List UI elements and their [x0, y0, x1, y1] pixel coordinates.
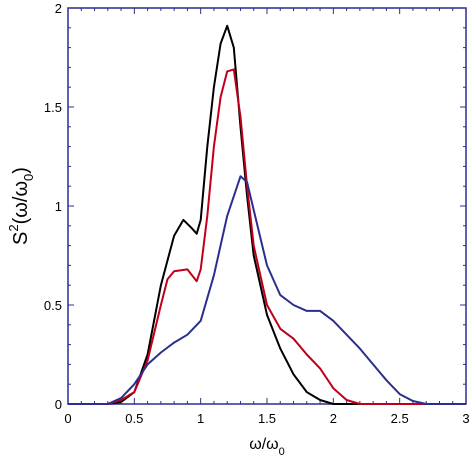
y-axis-title-base: S	[10, 232, 32, 245]
x-tick-label: 2	[330, 411, 337, 426]
series-line-3	[68, 175, 466, 405]
y-axis-title: S2(ω/ω0)	[6, 167, 36, 245]
series-line-1	[68, 24, 466, 405]
y-tick-label: 2	[55, 1, 62, 16]
y-tick-label: 1	[55, 199, 62, 214]
x-axis-title: ω/ω0	[249, 436, 285, 458]
y-axis-title-close: )	[10, 167, 32, 174]
x-tick-label: 1.5	[258, 411, 276, 426]
y-tick-label: 0	[55, 397, 62, 412]
series-lines	[68, 24, 466, 405]
x-tick-label: 0	[64, 411, 71, 426]
series-line-2	[68, 68, 466, 405]
x-tick-label: 1	[197, 411, 204, 426]
x-tick-label: 2.5	[391, 411, 409, 426]
y-tick-label: 0.5	[44, 298, 62, 313]
x-tick-label: 3	[462, 411, 469, 426]
tick-marks	[67, 7, 467, 405]
y-axis-title-subscript: 0	[21, 174, 36, 181]
y-axis-title-open: (ω/ω	[10, 181, 32, 224]
y-axis-title-superscript: 2	[6, 224, 21, 231]
x-axis-title-subscript: 0	[279, 446, 285, 458]
plot-frame	[67, 7, 467, 405]
tick-labels: 0 0.5 1 1.5 2 2.5 3 0 0.5 1 1.5 2	[44, 1, 470, 426]
x-axis-title-main: ω/ω	[249, 436, 278, 453]
x-tick-label: 0.5	[125, 411, 143, 426]
y-tick-label: 1.5	[44, 100, 62, 115]
